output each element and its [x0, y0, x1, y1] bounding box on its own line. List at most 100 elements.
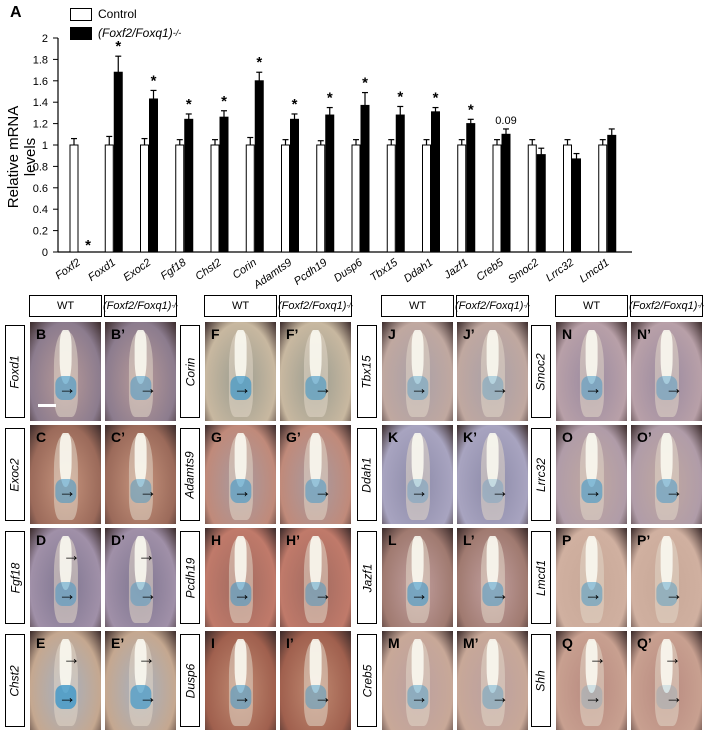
lumen-shape [134, 638, 147, 694]
in-situ-image: E’ → → [104, 630, 177, 731]
arrow-icon: → [139, 481, 158, 502]
x-tick-label: Foxd1 [86, 257, 118, 284]
y-tick-label: 1.4 [33, 97, 48, 109]
stain-region [304, 685, 327, 710]
in-situ-image: N → [555, 321, 628, 422]
in-situ-image: N’ → [630, 321, 703, 422]
lumen-shape [486, 329, 499, 385]
legend-label-mutant-sup: -/- [172, 28, 182, 38]
gene-label-text: Adamts9 [183, 450, 198, 499]
arrow-icon: → [233, 584, 252, 605]
bar [563, 144, 572, 253]
panel-letter: M [388, 635, 400, 651]
bar [245, 144, 255, 253]
x-tick-label: Ddah1 [402, 257, 435, 285]
lumen-shape [59, 432, 72, 488]
x-tick-label: Corin [231, 257, 259, 282]
bar [431, 111, 440, 253]
stain-region [229, 479, 252, 504]
arrow-icon: → [491, 378, 510, 399]
y-tick-label: 0 [42, 247, 48, 259]
x-tick-label: Smoc2 [506, 257, 541, 286]
column-header-mutant-label: (Foxf2/Foxq1) [628, 300, 698, 312]
arrow-icon: → [665, 481, 684, 502]
panel-letter: H’ [286, 532, 300, 548]
gene-label-jazf1: Jazf1 [357, 531, 377, 624]
significance-label: * [85, 237, 91, 254]
stain-region [481, 685, 504, 710]
lumen-shape [59, 638, 72, 694]
in-situ-image: M → [381, 630, 454, 731]
arrow-icon: → [584, 584, 603, 605]
significance-label: * [468, 101, 474, 118]
scale-bar [38, 404, 56, 407]
gene-label-chst2: Chst2 [5, 634, 25, 727]
image-group-3: WT (Foxf2/Foxq1) -/- Tbx15 J → J’ → Ddah1 K → K’ → Ja… [357, 295, 530, 735]
x-tick-label: Chst2 [193, 257, 223, 283]
gene-label-text: Dusp6 [183, 663, 197, 698]
lumen-shape [309, 329, 322, 385]
in-situ-image: P’ → [630, 527, 703, 628]
lumen-shape [486, 638, 499, 694]
lumen-shape [486, 432, 499, 488]
gene-label-text: Lrrc32 [534, 457, 549, 492]
stain-region [481, 582, 504, 607]
lumen-shape [585, 535, 598, 591]
lumen-shape [486, 535, 499, 591]
lumen-shape [585, 432, 598, 488]
stain-region [129, 685, 152, 710]
gene-label-shh: Shh [531, 634, 551, 727]
in-situ-image: C → [29, 424, 102, 525]
panel-letter: H [211, 532, 222, 548]
bar [492, 144, 502, 253]
gene-label-text: Lmcd1 [534, 559, 548, 596]
stain-region [580, 479, 603, 504]
in-situ-image: F → [204, 321, 277, 422]
lumen-shape [411, 638, 424, 694]
gene-label-text: Pcdh19 [183, 557, 198, 598]
panel-letter: K [388, 429, 399, 445]
panel-letter: N [562, 326, 573, 342]
stain-region [406, 376, 429, 401]
in-situ-image: J → [381, 321, 454, 422]
lumen-shape [134, 329, 147, 385]
arrow-icon: → [137, 647, 156, 668]
panel-letter: B [36, 326, 47, 342]
arrow-icon: → [491, 584, 510, 605]
panel-letter: J [388, 326, 396, 342]
panel-letter: C [36, 429, 47, 445]
bar [210, 144, 220, 253]
lumen-shape [134, 432, 147, 488]
stain-region [655, 582, 678, 607]
image-group-2: WT (Foxf2/Foxq1) -/- Corin F → F’ → Adamts9 G → G’ →… [180, 295, 353, 735]
arrow-icon: → [58, 687, 77, 708]
column-header-mutant-label: (Foxf2/Foxq1) [454, 300, 524, 312]
significance-label: * [397, 88, 403, 105]
gene-label-text: Foxd1 [8, 354, 23, 389]
y-tick-label: 0.2 [33, 226, 48, 238]
gene-label-text: Tbx15 [360, 354, 375, 389]
bar [219, 116, 229, 253]
panel-letter: O’ [637, 429, 652, 445]
arrow-icon: → [410, 378, 429, 399]
arrow-icon: → [584, 378, 603, 399]
bar [69, 144, 79, 253]
in-situ-image: K → [381, 424, 454, 525]
panel-letter: Q’ [637, 635, 652, 651]
bar [457, 144, 467, 253]
gene-label-pcdh19: Pcdh19 [180, 531, 200, 624]
gene-label-text: Corin [183, 357, 197, 386]
bar [536, 154, 546, 253]
bar [572, 158, 581, 253]
arrow-icon: → [139, 584, 158, 605]
stain-region [54, 685, 77, 710]
arrow-icon: → [233, 378, 252, 399]
arrow-icon: → [137, 544, 156, 565]
arrow-icon: → [665, 378, 684, 399]
x-tick-label: Exoc2 [121, 257, 153, 284]
bar [149, 98, 158, 253]
panel-letter: J’ [463, 326, 475, 342]
panel-letter: O [562, 429, 573, 445]
arrow-icon: → [314, 584, 333, 605]
panel-letter: F [211, 326, 220, 342]
